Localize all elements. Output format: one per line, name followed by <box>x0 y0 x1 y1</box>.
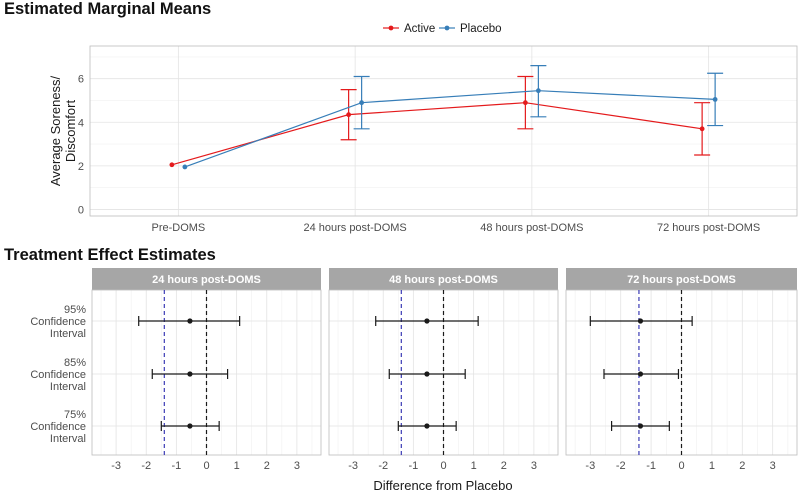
legend-key-point <box>388 25 394 31</box>
x-tick-label: 72 hours post-DOMS <box>657 222 760 234</box>
facet-strip-label: 24 hours post-DOMS <box>152 274 261 286</box>
interval-label: Interval <box>50 328 86 340</box>
x-tick-label: -2 <box>141 460 151 472</box>
facet-strip-label: 72 hours post-DOMS <box>627 274 736 286</box>
facet-strip <box>92 268 321 290</box>
bottom-chart-title: Treatment Effect Estimates <box>4 246 216 264</box>
x-tick-label: -2 <box>378 460 388 472</box>
x-tick-label: -3 <box>111 460 121 472</box>
x-tick-label: 2 <box>501 460 507 472</box>
interval-label: Confidence <box>30 421 86 433</box>
x-tick-label: 48 hours post-DOMS <box>480 222 583 234</box>
x-tick-label: 1 <box>234 460 240 472</box>
series-line-active <box>171 102 703 166</box>
y-axis-label-line-2: Discomfort <box>63 100 78 163</box>
x-tick-label: -2 <box>616 460 626 472</box>
x-tick-label: 3 <box>531 460 537 472</box>
x-tick-label: 3 <box>294 460 300 472</box>
ci-estimate-point <box>424 423 430 429</box>
x-axis-label: Difference from Placebo <box>373 478 512 493</box>
x-tick-label: 3 <box>770 460 776 472</box>
ci-estimate-point <box>637 371 644 377</box>
x-tick-label: 1 <box>471 460 477 472</box>
interval-label: 95% <box>64 304 86 316</box>
x-tick-label: 2 <box>264 460 270 472</box>
x-tick-label: -3 <box>348 460 358 472</box>
y-tick-label: 2 <box>78 161 84 173</box>
point-active <box>169 162 175 168</box>
ci-estimate-point <box>187 371 193 377</box>
interval-label: Interval <box>50 381 86 393</box>
point-placebo <box>182 164 188 170</box>
point-active <box>699 126 705 132</box>
ci-estimate-point <box>424 371 430 377</box>
point-placebo <box>535 88 541 94</box>
x-tick-label: 0 <box>440 460 446 472</box>
x-tick-label: 1 <box>709 460 715 472</box>
x-tick-label: -1 <box>646 460 656 472</box>
bottom-plot: 95%ConfidenceInterval85%ConfidenceInterv… <box>30 268 798 472</box>
top-panel-border <box>89 45 798 217</box>
y-tick-label: 4 <box>78 117 84 129</box>
interval-label: 75% <box>64 409 86 421</box>
x-tick-label: -1 <box>171 460 181 472</box>
point-placebo <box>359 100 365 106</box>
ci-estimate-point <box>187 423 193 429</box>
interval-label: Interval <box>50 433 86 445</box>
legend: Active Placebo <box>383 23 502 35</box>
y-tick-label: 0 <box>78 204 84 216</box>
x-tick-label: Pre-DOMS <box>151 222 205 234</box>
x-tick-label: 0 <box>203 460 209 472</box>
y-tick-label: 6 <box>78 74 84 86</box>
interval-label: Confidence <box>30 369 86 381</box>
point-active <box>522 100 528 106</box>
facet-strip <box>566 268 797 290</box>
legend-label: Active <box>404 23 435 35</box>
x-tick-label: -1 <box>408 460 418 472</box>
point-placebo <box>712 96 718 102</box>
legend-label: Placebo <box>460 23 502 35</box>
series-line-placebo <box>184 90 716 168</box>
x-tick-label: 2 <box>739 460 745 472</box>
top-plot: 0 2 4 6 Pre-DOMS 24 hours post-DOMS 48 hours p… <box>78 45 798 234</box>
facet-strip-label: 48 hours post-DOMS <box>389 274 498 286</box>
legend-key-point <box>444 25 450 31</box>
interval-label: Confidence <box>30 316 86 328</box>
x-tick-label: 0 <box>678 460 684 472</box>
interval-label: 85% <box>64 357 86 369</box>
x-tick-label: -3 <box>585 460 595 472</box>
point-active <box>346 112 352 118</box>
facet-strip <box>329 268 558 290</box>
ci-estimate-point <box>637 423 644 429</box>
top-chart-title: Estimated Marginal Means <box>4 0 211 18</box>
ci-estimate-point <box>637 318 644 324</box>
ci-estimate-point <box>187 318 193 324</box>
x-tick-label: 24 hours post-DOMS <box>303 222 406 234</box>
y-axis-label-line-1: Average Soreness/ <box>48 75 63 186</box>
ci-estimate-point <box>424 318 430 324</box>
